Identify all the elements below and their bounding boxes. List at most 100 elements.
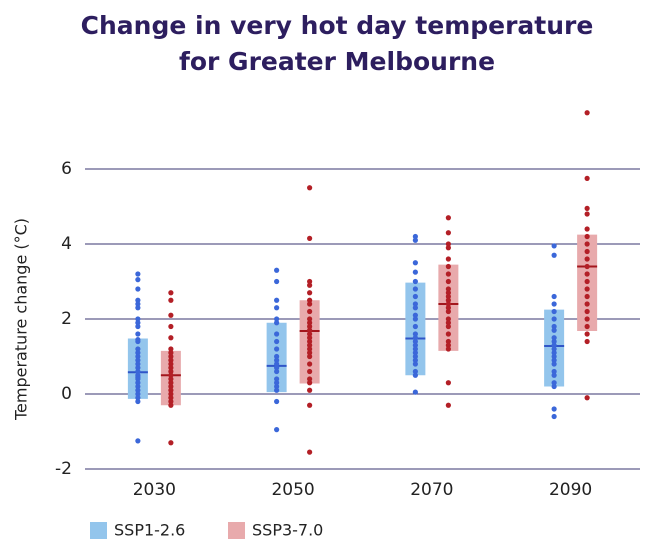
legend-label: SSP3-7.0 xyxy=(252,521,323,540)
data-point xyxy=(135,277,141,283)
data-point xyxy=(307,361,313,367)
data-point xyxy=(274,338,280,345)
data-point xyxy=(412,357,418,363)
data-point xyxy=(135,338,141,345)
data-point xyxy=(168,383,174,390)
data-point xyxy=(274,316,280,322)
data-point xyxy=(445,256,451,262)
data-point xyxy=(584,271,590,277)
data-point xyxy=(135,323,141,330)
data-point xyxy=(168,323,174,330)
data-point xyxy=(135,357,141,363)
data-point xyxy=(584,110,590,116)
data-point xyxy=(168,391,174,397)
data-point xyxy=(584,338,590,345)
data-point xyxy=(135,350,141,356)
data-point xyxy=(445,230,451,236)
data-point xyxy=(168,346,174,352)
data-point xyxy=(168,368,174,375)
data-point xyxy=(445,245,451,251)
data-point xyxy=(551,293,557,300)
data-point xyxy=(445,342,451,348)
x-tick-label: 2090 xyxy=(549,480,592,500)
data-point xyxy=(584,226,590,232)
data-point xyxy=(445,301,451,307)
data-point xyxy=(445,380,451,386)
data-point xyxy=(307,331,313,337)
data-point xyxy=(274,331,280,337)
data-point xyxy=(168,365,174,371)
data-point xyxy=(412,342,418,348)
data-point xyxy=(584,233,590,240)
data-point xyxy=(307,301,313,307)
data-point xyxy=(135,286,141,292)
data-point xyxy=(307,316,313,322)
data-point xyxy=(584,248,590,255)
data-point xyxy=(412,305,418,311)
data-point xyxy=(551,316,557,322)
data-point xyxy=(135,346,141,352)
data-point xyxy=(551,308,557,315)
data-point xyxy=(551,323,557,330)
data-point xyxy=(445,346,451,352)
y-tick-label: -2 xyxy=(55,459,72,479)
data-point xyxy=(445,271,451,277)
data-point xyxy=(584,293,590,300)
data-point xyxy=(584,301,590,307)
data-point xyxy=(274,353,280,360)
data-point xyxy=(445,263,451,270)
data-point xyxy=(307,235,313,241)
data-point xyxy=(307,350,313,356)
data-point xyxy=(445,338,451,345)
data-point xyxy=(412,389,418,395)
data-point xyxy=(445,290,451,296)
data-point xyxy=(412,335,418,341)
data-point xyxy=(551,372,557,378)
data-point xyxy=(168,395,174,401)
x-tick-label: 2050 xyxy=(271,480,314,500)
data-point xyxy=(168,312,174,318)
data-point xyxy=(135,316,141,322)
data-point xyxy=(274,383,280,390)
data-point xyxy=(274,278,280,285)
y-axis-label: Temperature change (°C) xyxy=(12,218,31,421)
data-point xyxy=(307,278,313,285)
data-point xyxy=(168,361,174,367)
data-point xyxy=(135,353,141,360)
x-tick-label: 2070 xyxy=(410,480,453,500)
data-point xyxy=(412,353,418,360)
data-point xyxy=(274,380,280,386)
data-point xyxy=(412,293,418,300)
data-point xyxy=(584,286,590,292)
data-point xyxy=(168,440,174,446)
data-point xyxy=(135,380,141,386)
data-point xyxy=(551,361,557,367)
data-point xyxy=(584,331,590,337)
data-point xyxy=(551,335,557,341)
data-point xyxy=(168,376,174,382)
data-point xyxy=(412,286,418,292)
data-point xyxy=(274,365,280,371)
data-point xyxy=(274,357,280,363)
data-point xyxy=(168,387,174,393)
data-point xyxy=(551,357,557,363)
data-point xyxy=(135,391,141,397)
data-point xyxy=(168,357,174,363)
data-point xyxy=(274,387,280,393)
data-point xyxy=(584,205,590,211)
data-point xyxy=(412,350,418,356)
data-point xyxy=(584,278,590,285)
data-point xyxy=(274,368,280,375)
data-point xyxy=(412,301,418,307)
data-point xyxy=(412,368,418,375)
data-point xyxy=(445,278,451,285)
data-point xyxy=(307,380,313,386)
data-point xyxy=(445,323,451,330)
data-point xyxy=(168,398,174,405)
data-point xyxy=(445,286,451,292)
data-point xyxy=(307,353,313,360)
data-point xyxy=(274,427,280,433)
data-point xyxy=(274,376,280,382)
